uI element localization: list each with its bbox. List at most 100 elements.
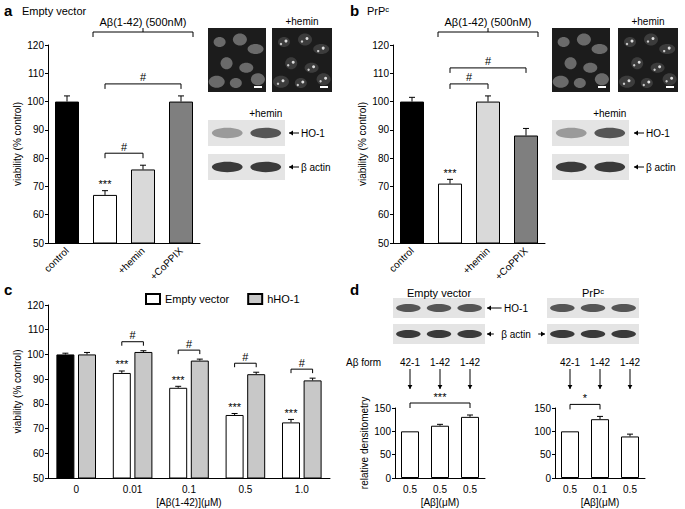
svg-text:Empty vector: Empty vector [165,293,230,305]
svg-text:viability (% control): viability (% control) [12,102,23,186]
svg-text:120: 120 [27,300,44,311]
svg-text:β actin: β actin [646,162,676,173]
svg-text:control: control [387,245,416,274]
svg-text:0: 0 [545,473,551,484]
svg-text:50: 50 [540,449,552,460]
svg-text:60: 60 [378,209,390,220]
svg-text:70: 70 [33,423,45,434]
svg-text:HO-1: HO-1 [646,128,670,139]
svg-text:50: 50 [380,449,392,460]
svg-text:+hemin: +hemin [593,108,626,119]
svg-text:110: 110 [373,68,389,79]
svg-text:70: 70 [33,181,45,192]
svg-text:1-42: 1-42 [460,357,480,368]
svg-text:100: 100 [534,426,551,437]
svg-text:100: 100 [27,349,44,360]
svg-text:[Aβ(1-42)](μM): [Aβ(1-42)](μM) [156,497,221,508]
svg-text:Empty vector: Empty vector [407,287,472,299]
svg-text:0: 0 [385,473,391,484]
svg-text:HO-1: HO-1 [504,303,528,314]
svg-text:110: 110 [28,324,44,335]
svg-text:#: # [121,141,128,153]
svg-text:#: # [242,351,249,363]
svg-text:#: # [466,71,473,83]
svg-text:120: 120 [372,40,389,51]
svg-text:80: 80 [378,153,390,164]
svg-text:a: a [4,2,13,19]
svg-text:+CoPPIX: +CoPPIX [148,245,185,282]
svg-text:120: 120 [27,40,44,51]
svg-text:0.5: 0.5 [623,484,637,495]
svg-text:90: 90 [33,374,45,385]
svg-text:50: 50 [33,473,45,484]
svg-text:0: 0 [73,484,79,495]
svg-text:Empty vector: Empty vector [22,5,87,17]
svg-text:***: *** [99,178,113,190]
svg-text:80: 80 [33,153,45,164]
svg-text:0.5: 0.5 [433,484,447,495]
svg-text:*: * [583,392,588,404]
svg-text:90: 90 [33,124,45,135]
svg-text:viability (% control): viability (% control) [12,350,23,434]
svg-text:#: # [299,357,306,369]
svg-text:80: 80 [33,398,45,409]
svg-text:60: 60 [33,209,45,220]
svg-text:50: 50 [33,238,45,249]
svg-text:***: *** [444,167,458,179]
svg-text:+hemin: +hemin [285,16,318,27]
svg-text:150: 150 [374,403,391,414]
svg-text:***: *** [228,401,242,413]
svg-text:#: # [186,338,193,350]
svg-text:1.0: 1.0 [295,484,309,495]
svg-text:***: *** [115,358,129,370]
svg-text:b: b [350,2,359,19]
svg-text:110: 110 [28,68,44,79]
svg-text:0.1: 0.1 [182,484,196,495]
svg-text:100: 100 [372,96,389,107]
svg-text:PrPᶜ: PrPᶜ [582,287,604,299]
svg-text:0.5: 0.5 [238,484,252,495]
svg-text:#: # [485,55,492,67]
svg-text:relative densitometry: relative densitometry [359,397,370,489]
svg-text:1-42: 1-42 [590,357,610,368]
svg-text:42-1: 42-1 [400,357,420,368]
svg-text:+CoPPIX: +CoPPIX [493,245,530,282]
svg-text:0.5: 0.5 [463,484,477,495]
svg-text:+hemin: +hemin [249,108,282,119]
svg-text:Aβ(1-42) (500nM): Aβ(1-42) (500nM) [444,16,531,28]
svg-text:control: control [42,245,71,274]
svg-text:Aβ form: Aβ form [346,357,381,368]
svg-text:d: d [350,281,359,298]
svg-text:0.01: 0.01 [123,484,143,495]
svg-text:+hemin: +hemin [461,245,492,276]
svg-text:1-42: 1-42 [430,357,450,368]
svg-text:viability (% control): viability (% control) [357,102,368,186]
svg-text:c: c [4,281,12,298]
svg-text:***: *** [434,391,448,403]
svg-text:[Aβ](μM): [Aβ](μM) [581,497,620,508]
svg-text:100: 100 [27,96,44,107]
svg-text:hHO-1: hHO-1 [267,293,299,305]
svg-text:#: # [140,71,147,83]
svg-text:β actin: β actin [301,162,331,173]
svg-text:150: 150 [534,403,551,414]
svg-text:Aβ(1-42) (500nM): Aβ(1-42) (500nM) [99,16,186,28]
svg-text:+hemin: +hemin [116,245,147,276]
svg-text:0.5: 0.5 [563,484,577,495]
svg-text:***: *** [285,407,299,419]
svg-text:***: *** [172,374,186,386]
svg-text:90: 90 [378,124,390,135]
svg-text:[Aβ](μM): [Aβ](μM) [421,497,460,508]
svg-text:β actin: β actin [501,329,531,340]
svg-text:1-42: 1-42 [620,357,640,368]
svg-text:42-1: 42-1 [560,357,580,368]
svg-text:#: # [130,329,137,341]
svg-text:PrPᶜ: PrPᶜ [367,5,389,17]
svg-text:+hemin: +hemin [631,16,664,27]
svg-text:100: 100 [374,426,391,437]
svg-text:0.5: 0.5 [403,484,417,495]
svg-text:HO-1: HO-1 [301,128,325,139]
svg-text:70: 70 [378,181,390,192]
svg-text:0.1: 0.1 [593,484,607,495]
svg-text:50: 50 [378,238,390,249]
